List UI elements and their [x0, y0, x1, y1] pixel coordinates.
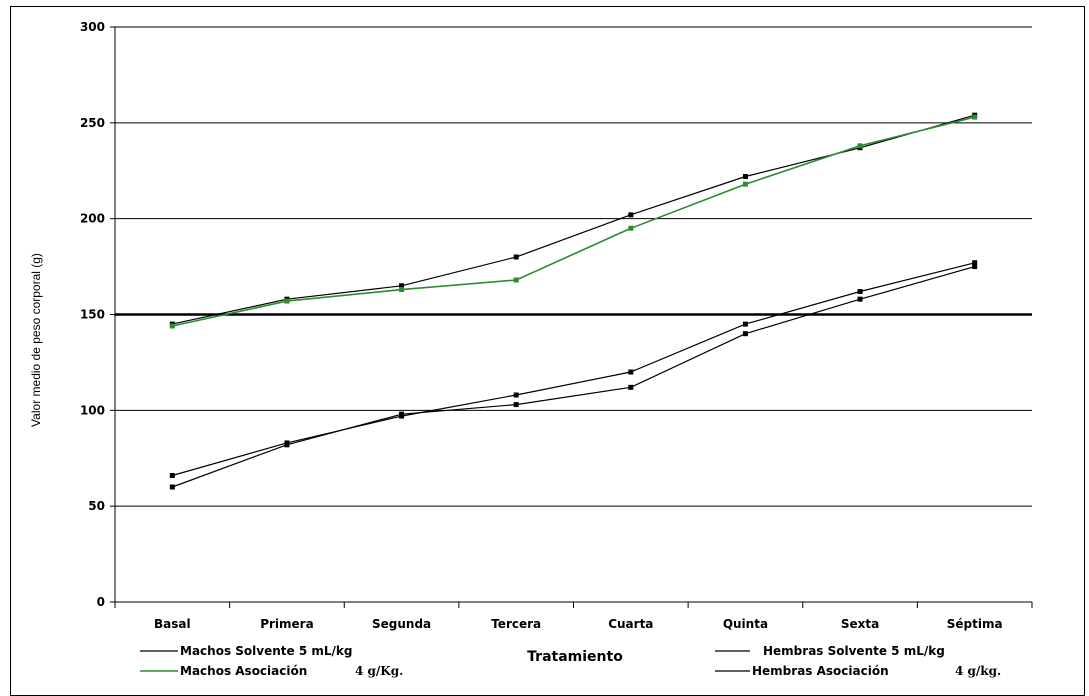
y-tick-label: 300: [80, 20, 105, 34]
series-line-hembras-asociacion: [172, 266, 975, 488]
data-point: [513, 277, 519, 283]
data-point: [857, 143, 863, 149]
data-point: [513, 392, 519, 398]
legend-unit-machos-asociacion: 4 g/Kg.: [355, 664, 403, 678]
x-tick-label: Primera: [260, 617, 313, 631]
legend-label-hembras-asociacion: Hembras Asociación: [752, 664, 889, 678]
data-point: [628, 369, 634, 375]
x-tick-label: Quinta: [723, 617, 768, 631]
series-group: [169, 112, 978, 490]
x-tick-label: Cuarta: [608, 617, 653, 631]
y-tick-label: 100: [80, 403, 105, 417]
legend-label-machos-solvente: Machos Solvente 5 mL/kg: [180, 644, 352, 658]
x-tick-label: Séptima: [947, 617, 1003, 631]
data-point: [284, 298, 290, 304]
x-axis-label: Tratamiento: [527, 649, 623, 665]
data-point: [742, 321, 748, 327]
y-tick-label: 200: [80, 212, 105, 226]
data-point: [628, 225, 634, 231]
data-point: [628, 212, 634, 218]
data-point: [513, 254, 519, 260]
data-point: [972, 260, 978, 266]
legend-label-hembras-solvente: Hembras Solvente 5 mL/kg: [763, 644, 945, 658]
gridlines: [115, 26, 1032, 507]
data-point: [742, 174, 748, 179]
data-point: [399, 287, 405, 293]
data-point: [972, 114, 978, 120]
data-point: [399, 411, 405, 417]
x-tick-label: Basal: [154, 617, 191, 631]
legend-unit-hembras-asociacion: 4 g/kg.: [955, 664, 1001, 678]
data-point: [169, 323, 175, 329]
x-tick-label: Tercera: [491, 617, 541, 631]
legend-label-machos-asociacion: Machos Asociación: [180, 664, 307, 678]
y-tick-label: 250: [80, 116, 105, 130]
y-axis: 0 50 100 150 200 250 300: [80, 20, 116, 609]
y-tick-label: 150: [80, 308, 105, 322]
data-point: [169, 473, 175, 478]
data-point: [742, 181, 748, 187]
x-tick-label: Segunda: [372, 617, 431, 631]
data-point: [628, 384, 634, 390]
line-chart: 0 50 100 150 200 250 300 Basal Primera Segunda Te…: [29, 20, 1033, 678]
data-point: [169, 484, 175, 490]
data-point: [399, 283, 405, 289]
data-point: [857, 289, 863, 294]
y-axis-label: Valor medio de peso corporal (g): [29, 253, 43, 427]
data-point: [284, 442, 290, 448]
series-line-machos-asociacion: [172, 116, 975, 327]
data-point: [857, 296, 863, 302]
x-tick-label: Sexta: [841, 617, 879, 631]
data-point: [972, 264, 978, 270]
series-line-hembras-solvente: [172, 262, 975, 477]
data-point: [742, 331, 748, 337]
x-axis: Basal Primera Segunda Tercera Cuarta Quinta Se…: [114, 601, 1033, 631]
data-point: [513, 402, 519, 408]
legend: Machos Solvente 5 mL/kg Hembras Solvente…: [140, 644, 1001, 678]
y-tick-label: 50: [88, 499, 105, 513]
y-tick-label: 0: [97, 595, 105, 609]
